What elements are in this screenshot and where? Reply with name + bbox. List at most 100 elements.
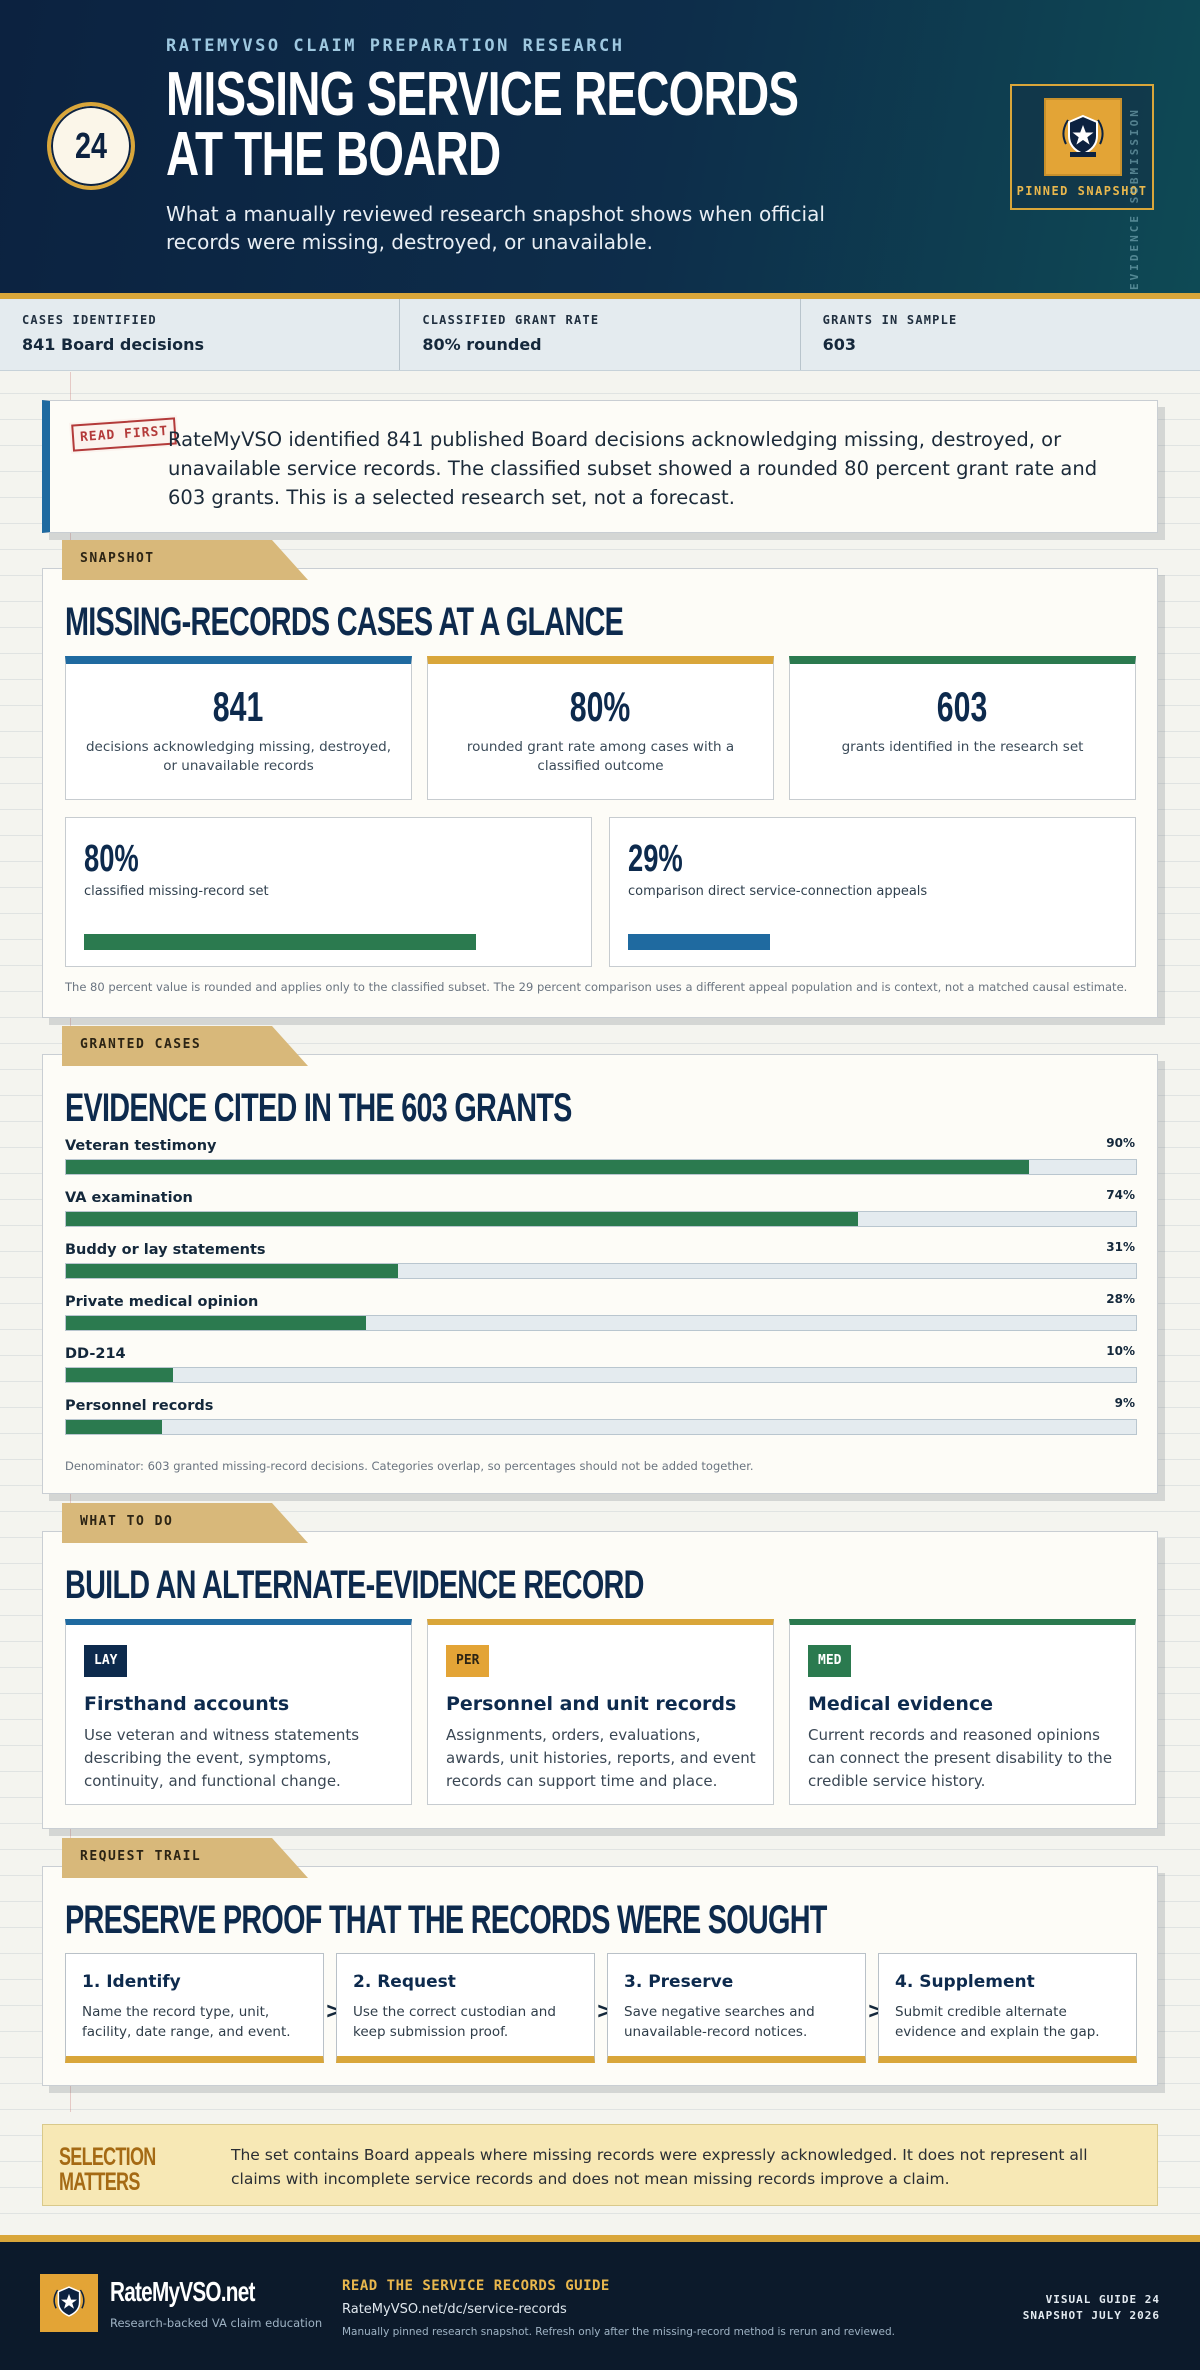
evidence-bar xyxy=(66,1316,366,1330)
evidence-bar-percent: 10% xyxy=(1106,1344,1135,1358)
stat-value: 603 xyxy=(822,335,857,354)
step-body: Save negative searches and unavailable-r… xyxy=(624,2004,815,2040)
granted-note: Denominator: 603 granted missing-record … xyxy=(65,1459,754,1473)
what-to-do-card: BUILD AN ALTERNATE-EVIDENCE RECORD LAY F… xyxy=(42,1531,1158,1829)
comparison-bar-fill xyxy=(84,934,476,950)
stat-value: 841 Board decisions xyxy=(22,335,205,354)
selection-title: SELECTION MATTERS xyxy=(59,2145,156,2195)
evidence-heading: Firsthand accounts xyxy=(84,1693,290,1715)
service-records-url[interactable]: RateMyVSO.net/dc/service-records xyxy=(342,2302,567,2317)
evidence-body: Current records and reasoned opinions ca… xyxy=(808,1726,1113,1790)
evidence-bar-track xyxy=(65,1211,1137,1227)
evidence-bar-track xyxy=(65,1315,1137,1331)
stat-grant-rate: CLASSIFIED GRANT RATE 80% rounded xyxy=(400,299,801,370)
evidence-bar-percent: 28% xyxy=(1106,1292,1135,1306)
header-divider xyxy=(0,293,1200,299)
read-first-card: READ FIRST RateMyVSO identified 841 publ… xyxy=(42,400,1158,533)
evidence-bar xyxy=(66,1368,173,1382)
metric-desc: rounded grant rate among cases with a cl… xyxy=(466,739,735,774)
selection-text: The set contains Board appeals where mis… xyxy=(231,2146,1088,2188)
metric-value: 80% xyxy=(570,683,631,730)
step-heading: 3. Preserve xyxy=(624,1972,734,1992)
footer-divider xyxy=(0,2235,1200,2242)
what-to-do-tab: WHAT TO DO xyxy=(62,1503,308,1543)
guide-number: 24 xyxy=(74,125,108,166)
page-title-line-2: AT THE BOARD xyxy=(166,120,501,189)
evidence-bar-percent: 31% xyxy=(1106,1240,1135,1254)
granted-cases-card: EVIDENCE CITED IN THE 603 GRANTS Veteran… xyxy=(42,1054,1158,1494)
what-to-do-title: BUILD AN ALTERNATE-EVIDENCE RECORD xyxy=(65,1563,644,1607)
request-step: 2. Request Use the correct custodian and… xyxy=(336,1953,595,2063)
evidence-bar-percent: 90% xyxy=(1106,1136,1135,1150)
metric-value: 603 xyxy=(937,683,988,730)
read-first-text: RateMyVSO identified 841 published Board… xyxy=(168,428,1098,509)
stat-grants-in-sample: GRANTS IN SAMPLE 603 xyxy=(801,299,1200,370)
tab-label: REQUEST TRAIL xyxy=(80,1849,202,1864)
evidence-bar xyxy=(66,1420,163,1434)
evidence-bar-percent: 74% xyxy=(1106,1188,1135,1202)
footer-snapshot-date: SNAPSHOT JULY 2026 xyxy=(1022,2309,1160,2322)
comparison-card: 29% comparison direct service-connection… xyxy=(609,817,1136,967)
stat-label: CASES IDENTIFIED xyxy=(22,313,157,327)
comparison-bar xyxy=(84,934,574,950)
evidence-bar-label: Veteran testimony xyxy=(65,1138,217,1154)
evidence-type-card: PER Personnel and unit records Assignmen… xyxy=(427,1619,774,1805)
request-trail-card: PRESERVE PROOF THAT THE RECORDS WERE SOU… xyxy=(42,1866,1158,2086)
selection-title-line-1: SELECTION xyxy=(59,2143,156,2171)
step-body: Name the record type, unit, facility, da… xyxy=(82,2004,291,2040)
evidence-heading: Medical evidence xyxy=(808,1693,994,1715)
evidence-type-card: MED Medical evidence Current records and… xyxy=(789,1619,1136,1805)
request-trail-tab: REQUEST TRAIL xyxy=(62,1838,308,1878)
footer-guide-info: VISUAL GUIDE 24 SNAPSHOT JULY 2026 xyxy=(1023,2292,1160,2324)
service-records-guide-link[interactable]: READ THE SERVICE RECORDS GUIDE xyxy=(342,2278,610,2294)
request-step: 1. Identify Name the record type, unit, … xyxy=(65,1953,324,2063)
evidence-type-card: LAY Firsthand accounts Use veteran and w… xyxy=(65,1619,412,1805)
evidence-tag: PER xyxy=(446,1645,490,1677)
stat-label: CLASSIFIED GRANT RATE xyxy=(422,313,600,327)
shield-star-icon xyxy=(1044,98,1122,176)
snapshot-card: MISSING-RECORDS CASES AT A GLANCE 841 de… xyxy=(42,568,1158,1018)
metric-value: 841 xyxy=(213,683,264,730)
step-heading: 2. Request xyxy=(353,1972,456,1992)
selection-title-line-2: MATTERS xyxy=(59,2168,140,2196)
evidence-bar xyxy=(66,1212,858,1226)
brand-logo-icon xyxy=(40,2274,98,2332)
footer-guide-number: VISUAL GUIDE 24 xyxy=(1045,2293,1160,2306)
evidence-bar-label: DD-214 xyxy=(65,1346,126,1362)
guide-number-badge: 24 xyxy=(47,102,135,190)
request-step: 3. Preserve Save negative searches and u… xyxy=(607,1953,866,2063)
evidence-body: Use veteran and witness statements descr… xyxy=(84,1726,360,1790)
request-trail-title: PRESERVE PROOF THAT THE RECORDS WERE SOU… xyxy=(65,1898,827,1942)
comparison-card: 80% classified missing-record set xyxy=(65,817,592,967)
header-kicker: RATEMYVSO CLAIM PREPARATION RESEARCH xyxy=(166,36,625,56)
step-body: Submit credible alternate evidence and e… xyxy=(895,2004,1100,2040)
evidence-bar-track xyxy=(65,1263,1137,1279)
snapshot-note: The 80 percent value is rounded and appl… xyxy=(65,980,1128,994)
tab-label: GRANTED CASES xyxy=(80,1037,202,1052)
metric-card: 80% rounded grant rate among cases with … xyxy=(427,656,774,800)
tab-label: SNAPSHOT xyxy=(80,551,155,566)
comparison-value: 29% xyxy=(628,838,683,880)
page-subtitle: What a manually reviewed research snapsh… xyxy=(166,202,825,254)
evidence-bar-track xyxy=(65,1159,1137,1175)
tab-label: WHAT TO DO xyxy=(80,1514,174,1529)
evidence-bar-percent: 9% xyxy=(1114,1396,1135,1410)
metric-desc: grants identified in the research set xyxy=(841,739,1084,755)
comparison-bar-fill xyxy=(628,934,771,950)
snapshot-title: MISSING-RECORDS CASES AT A GLANCE xyxy=(65,600,624,644)
step-heading: 1. Identify xyxy=(82,1972,181,1992)
evidence-bar-track xyxy=(65,1367,1137,1383)
pinned-snapshot-badge: PINNED SNAPSHOT xyxy=(1010,84,1154,210)
pinned-snapshot-label: PINNED SNAPSHOT xyxy=(1016,184,1148,198)
step-heading: 4. Supplement xyxy=(895,1972,1035,1992)
granted-title: EVIDENCE CITED IN THE 603 GRANTS xyxy=(65,1086,572,1130)
request-step: 4. Supplement Submit credible alternate … xyxy=(878,1953,1137,2063)
page-title-line-1: MISSING SERVICE RECORDS xyxy=(166,60,799,129)
evidence-tag: MED xyxy=(808,1645,852,1677)
footer-brand[interactable]: RateMyVSO.net xyxy=(110,2276,255,2307)
stat-cases-identified: CASES IDENTIFIED 841 Board decisions xyxy=(0,299,401,370)
footer-disclaimer: Manually pinned research snapshot. Refre… xyxy=(342,2326,895,2338)
evidence-bar-label: VA examination xyxy=(65,1190,193,1206)
comparison-desc: comparison direct service-connection app… xyxy=(628,884,928,899)
metric-card: 603 grants identified in the research se… xyxy=(789,656,1136,800)
